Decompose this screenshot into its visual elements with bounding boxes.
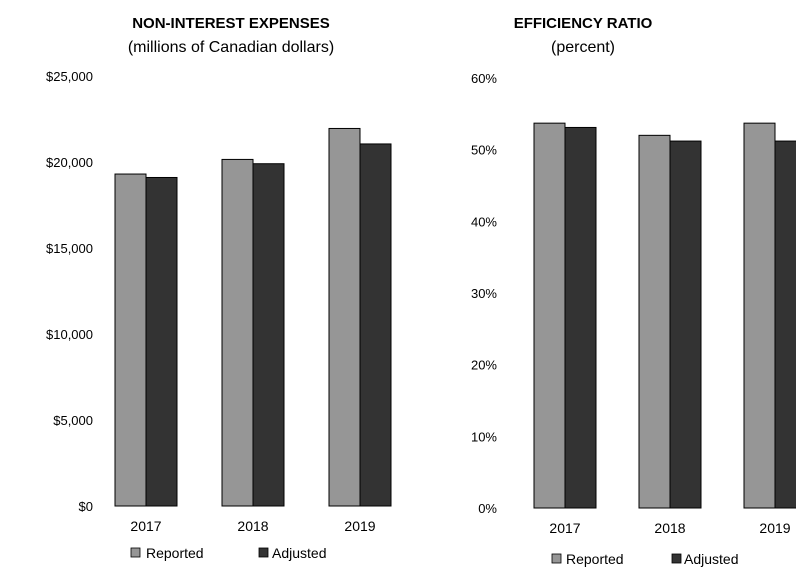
expenses-category-label: 2018 — [237, 518, 268, 534]
efficiency-ytick-label: 60% — [471, 71, 497, 86]
efficiency-bar-adjusted-2017 — [564, 126, 597, 509]
efficiency-ytick-label: 50% — [471, 143, 497, 158]
expenses-bar-reported-2019 — [328, 127, 361, 507]
expenses-legend-label-adjusted: Adjusted — [272, 545, 326, 561]
efficiency-ytick-label: 40% — [471, 214, 497, 229]
efficiency-category-label: 2019 — [759, 520, 790, 536]
expenses-category-label: 2019 — [344, 518, 375, 534]
expenses-ytick-label: $20,000 — [46, 155, 93, 170]
expenses-ytick-label: $0 — [79, 499, 93, 514]
expenses-bar-adjusted-2017 — [145, 176, 178, 507]
efficiency-chart-title: EFFICIENCY RATIO — [514, 15, 653, 32]
expenses-ytick-label: $15,000 — [46, 241, 93, 256]
expenses-legend-label-reported: Reported — [146, 545, 204, 561]
efficiency-ytick-label: 10% — [471, 429, 497, 444]
efficiency-bar-adjusted-2018 — [669, 140, 702, 509]
efficiency-legend-label-adjusted: Adjusted — [684, 551, 738, 567]
expenses-bar-reported-2018 — [221, 158, 254, 507]
expenses-ytick-label: $10,000 — [46, 327, 93, 342]
efficiency-ytick-label: 20% — [471, 358, 497, 373]
efficiency-category-label: 2018 — [654, 520, 685, 536]
expenses-category-label: 2017 — [130, 518, 161, 534]
expenses-legend-swatch-adjusted — [258, 547, 269, 558]
expenses-bar-reported-2017 — [114, 173, 147, 507]
efficiency-legend-swatch-reported — [551, 553, 562, 564]
efficiency-bar-reported-2017 — [533, 122, 566, 509]
efficiency-ytick-label: 30% — [471, 286, 497, 301]
efficiency-bar-reported-2019 — [743, 122, 776, 509]
expenses-bar-adjusted-2018 — [252, 163, 285, 507]
efficiency-ytick-label: 0% — [478, 501, 497, 516]
expenses-ytick-label: $25,000 — [46, 69, 93, 84]
expenses-ytick-label: $5,000 — [53, 413, 93, 428]
expenses-bar-adjusted-2019 — [359, 143, 392, 507]
efficiency-bar-adjusted-2019 — [774, 140, 796, 509]
expenses-chart-subtitle: (millions of Canadian dollars) — [128, 39, 334, 56]
efficiency-chart-subtitle: (percent) — [551, 39, 615, 56]
efficiency-bar-reported-2018 — [638, 134, 671, 509]
efficiency-legend-label-reported: Reported — [566, 551, 624, 567]
expenses-legend-swatch-reported — [130, 547, 141, 558]
expenses-chart-title: NON-INTEREST EXPENSES — [132, 15, 330, 32]
efficiency-category-label: 2017 — [549, 520, 580, 536]
efficiency-legend-swatch-adjusted — [671, 553, 682, 564]
